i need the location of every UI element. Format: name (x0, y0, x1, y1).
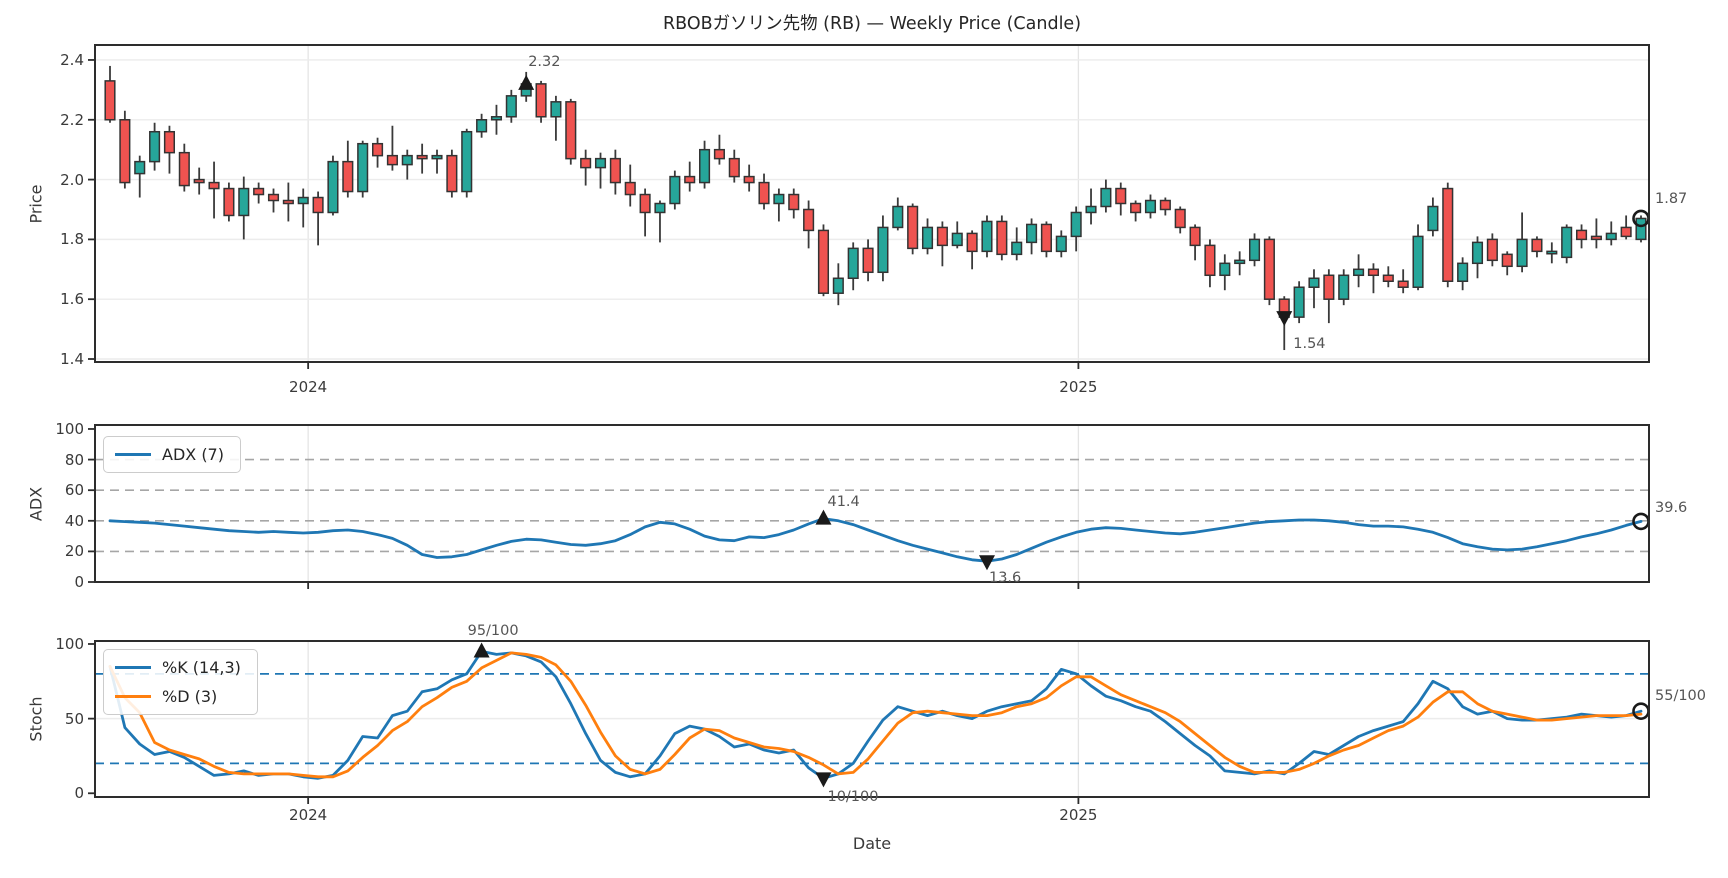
stoch-d-legend-entry: %D (3) (115, 683, 241, 710)
y-tick-label: 50 (64, 709, 84, 728)
adx-legend: ADX (7) (103, 436, 241, 473)
price-last-annotation: 1.87 (1655, 191, 1688, 208)
y-tick-label: 20 (64, 542, 84, 561)
adx-legend-entry: ADX (7) (115, 441, 224, 468)
y-tick-label: 0 (74, 573, 84, 591)
y-tick-label: 2.4 (60, 50, 84, 69)
adx-legend-label: ADX (7) (162, 445, 224, 464)
chart-title: RBOBガソリン先物 (RB) — Weekly Price (Candle) (662, 14, 1082, 34)
stoch-legend: %K (14,3) %D (3) (103, 649, 258, 715)
adx-max-annotation: 41.4 (827, 493, 860, 510)
price-max-annotation: 2.32 (528, 53, 561, 70)
stoch-max-annotation: 95/100 (467, 623, 519, 640)
y-tick-label: 80 (64, 450, 84, 469)
stoch-k-legend-entry: %K (14,3) (115, 654, 241, 681)
y-tick-label: 2.2 (60, 110, 84, 129)
x-tick-label: 2025 (1059, 806, 1098, 824)
price-min-annotation: 1.54 (1293, 336, 1326, 353)
y-tick-label: 1.6 (60, 290, 84, 309)
y-tick-label: 100 (55, 419, 84, 438)
price-axis-label: Price (26, 183, 46, 224)
y-tick-label: 0 (74, 784, 84, 803)
x-tick-label: 2025 (1059, 378, 1098, 396)
y-tick-label: 1.8 (60, 230, 84, 249)
stoch-k-legend-label: %K (14,3) (162, 658, 241, 677)
stoch-d-legend-label: %D (3) (162, 687, 218, 706)
adx-line-swatch (115, 453, 151, 456)
stoch-k-line-swatch (115, 666, 151, 669)
y-tick-label: 60 (64, 481, 84, 500)
y-tick-label: 100 (55, 634, 84, 653)
y-tick-label: 1.4 (60, 350, 84, 368)
y-tick-label: 40 (64, 511, 84, 530)
stoch-last-annotation: 55/100 (1655, 688, 1707, 705)
stoch-d-line-swatch (115, 695, 151, 698)
y-tick-label: 2.0 (60, 170, 84, 189)
adx-last-annotation: 39.6 (1655, 500, 1688, 517)
date-axis-label: Date (852, 834, 892, 853)
x-tick-label: 2024 (289, 378, 328, 396)
x-tick-label: 2024 (289, 806, 328, 824)
adx-min-annotation: 13.6 (988, 570, 1022, 587)
stoch-min-annotation: 10/100 (827, 789, 879, 806)
